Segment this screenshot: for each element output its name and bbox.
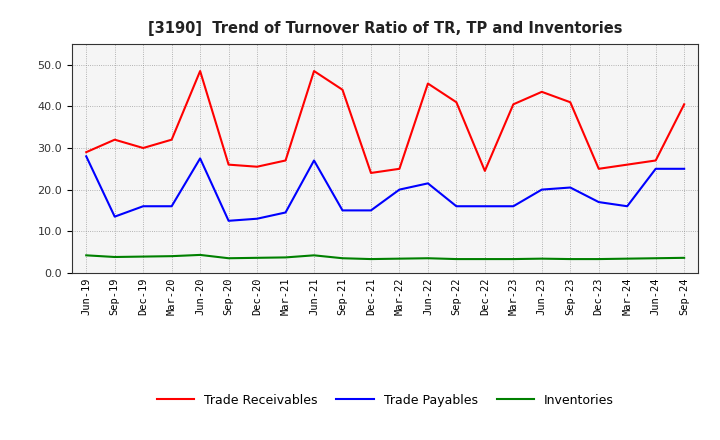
Trade Receivables <box>282 158 290 163</box>
Inventories <box>196 252 204 257</box>
Trade Payables <box>452 204 461 209</box>
Trade Payables <box>537 187 546 192</box>
Trade Payables <box>509 204 518 209</box>
Trade Payables <box>282 210 290 215</box>
Trade Receivables <box>196 68 204 73</box>
Line: Trade Receivables: Trade Receivables <box>86 71 684 173</box>
Trade Receivables <box>310 68 318 73</box>
Trade Receivables <box>623 162 631 167</box>
Trade Receivables <box>225 162 233 167</box>
Trade Receivables <box>82 150 91 155</box>
Trade Payables <box>139 204 148 209</box>
Trade Payables <box>566 185 575 190</box>
Trade Payables <box>338 208 347 213</box>
Trade Payables <box>310 158 318 163</box>
Trade Payables <box>110 214 119 219</box>
Trade Receivables <box>167 137 176 142</box>
Inventories <box>623 256 631 261</box>
Inventories <box>366 257 375 262</box>
Inventories <box>253 255 261 260</box>
Inventories <box>110 254 119 260</box>
Trade Payables <box>623 204 631 209</box>
Trade Receivables <box>680 102 688 107</box>
Inventories <box>139 254 148 259</box>
Trade Receivables <box>480 168 489 173</box>
Trade Payables <box>652 166 660 172</box>
Inventories <box>310 253 318 258</box>
Inventories <box>338 256 347 261</box>
Inventories <box>282 255 290 260</box>
Inventories <box>652 256 660 261</box>
Trade Receivables <box>537 89 546 95</box>
Trade Receivables <box>338 87 347 92</box>
Trade Receivables <box>509 102 518 107</box>
Inventories <box>452 257 461 262</box>
Trade Payables <box>423 181 432 186</box>
Trade Payables <box>167 204 176 209</box>
Trade Receivables <box>595 166 603 172</box>
Inventories <box>423 256 432 261</box>
Trade Payables <box>225 218 233 224</box>
Inventories <box>167 253 176 259</box>
Inventories <box>680 255 688 260</box>
Line: Inventories: Inventories <box>86 255 684 259</box>
Inventories <box>537 256 546 261</box>
Trade Payables <box>595 199 603 205</box>
Trade Receivables <box>139 145 148 150</box>
Inventories <box>82 253 91 258</box>
Inventories <box>395 256 404 261</box>
Trade Receivables <box>366 170 375 176</box>
Trade Payables <box>395 187 404 192</box>
Legend: Trade Receivables, Trade Payables, Inventories: Trade Receivables, Trade Payables, Inven… <box>151 389 619 412</box>
Inventories <box>509 257 518 262</box>
Title: [3190]  Trend of Turnover Ratio of TR, TP and Inventories: [3190] Trend of Turnover Ratio of TR, TP… <box>148 21 623 36</box>
Trade Receivables <box>395 166 404 172</box>
Trade Payables <box>680 166 688 172</box>
Trade Payables <box>366 208 375 213</box>
Trade Receivables <box>110 137 119 142</box>
Trade Receivables <box>566 99 575 105</box>
Trade Payables <box>480 204 489 209</box>
Inventories <box>225 256 233 261</box>
Inventories <box>595 257 603 262</box>
Trade Receivables <box>452 99 461 105</box>
Trade Receivables <box>423 81 432 86</box>
Line: Trade Payables: Trade Payables <box>86 156 684 221</box>
Trade Receivables <box>652 158 660 163</box>
Trade Payables <box>196 156 204 161</box>
Inventories <box>480 257 489 262</box>
Trade Payables <box>82 154 91 159</box>
Trade Receivables <box>253 164 261 169</box>
Trade Payables <box>253 216 261 221</box>
Inventories <box>566 257 575 262</box>
